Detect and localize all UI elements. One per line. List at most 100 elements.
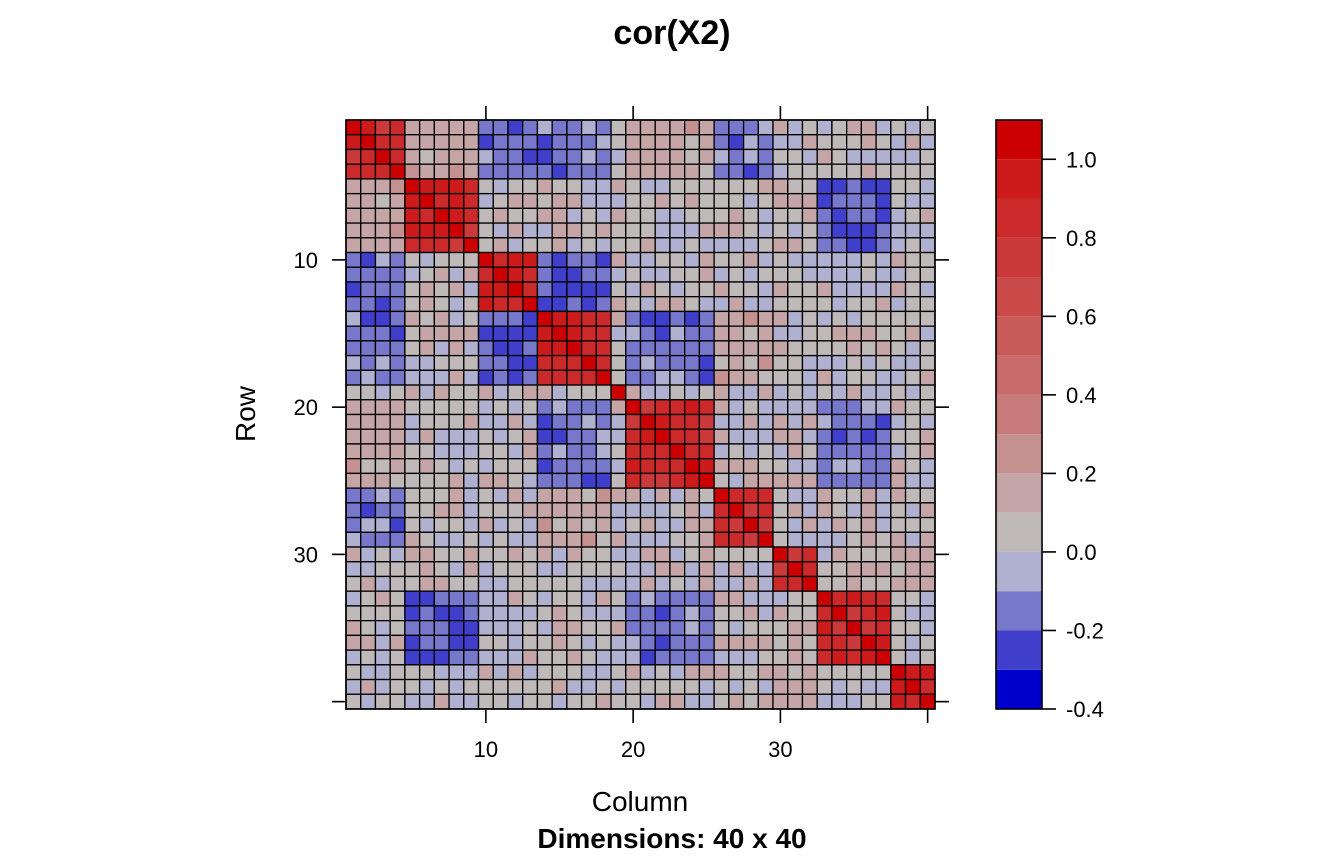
heatmap-cell <box>684 340 701 357</box>
heatmap-cell <box>801 605 818 622</box>
heatmap-cell <box>875 502 892 519</box>
heatmap-cell <box>654 222 671 239</box>
heatmap-cell <box>890 237 907 254</box>
heatmap-cell <box>875 384 892 401</box>
heatmap-cell <box>890 443 907 460</box>
heatmap-cell <box>846 546 863 563</box>
heatmap-cell <box>625 296 642 313</box>
heatmap-cell <box>713 369 730 386</box>
heatmap-cell <box>389 134 406 151</box>
heatmap-cell <box>846 443 863 460</box>
heatmap-cell <box>404 266 421 283</box>
heatmap-cell <box>772 134 789 151</box>
heatmap-cell <box>654 634 671 651</box>
heatmap-cell <box>816 222 833 239</box>
heatmap-cell <box>831 134 848 151</box>
heatmap-cell <box>418 163 436 180</box>
heatmap-cell <box>610 369 627 386</box>
heatmap-cell <box>742 134 759 151</box>
heatmap-cell <box>404 472 421 489</box>
heatmap-cell <box>875 678 892 695</box>
heatmap-cell <box>919 251 936 268</box>
heatmap-cell <box>860 222 877 239</box>
heatmap-cell <box>418 428 436 445</box>
heatmap-cell <box>698 207 715 224</box>
heatmap-cell <box>625 178 642 195</box>
heatmap-cell <box>345 664 362 681</box>
heatmap-cell <box>404 296 421 313</box>
heatmap-cell <box>846 266 863 283</box>
heatmap-cell <box>345 443 362 460</box>
heatmap-cell <box>742 664 759 681</box>
heatmap-cell <box>713 678 730 695</box>
heatmap-cell <box>831 458 848 475</box>
heatmap-cell <box>654 487 671 504</box>
heatmap-cell <box>772 575 789 592</box>
heatmap-cell <box>522 296 539 313</box>
heatmap-cell <box>492 399 509 416</box>
heatmap-cell <box>551 399 568 416</box>
heatmap-cell <box>595 487 612 504</box>
heatmap-cell <box>669 516 686 533</box>
heatmap-cell <box>713 516 730 533</box>
heatmap-cell <box>919 369 936 386</box>
heatmap-cell <box>551 502 568 519</box>
heatmap-cell <box>374 134 391 151</box>
heatmap-cell <box>566 237 583 254</box>
heatmap-cell <box>654 605 671 622</box>
heatmap-cell <box>904 384 921 401</box>
heatmap-cell <box>919 296 936 313</box>
heatmap-cell <box>374 428 391 445</box>
heatmap-cell <box>625 502 642 519</box>
heatmap-cell <box>536 281 553 298</box>
heatmap-cell <box>507 575 524 592</box>
heatmap-cell <box>610 620 627 637</box>
heatmap-cell <box>566 693 583 710</box>
heatmap-cell <box>580 678 597 695</box>
heatmap-cell <box>757 251 774 268</box>
heatmap-cell <box>507 531 524 548</box>
heatmap-cell <box>448 678 465 695</box>
heatmap-cell <box>566 678 583 695</box>
heatmap-cell <box>448 163 465 180</box>
heatmap-cell <box>433 134 450 151</box>
heatmap-cell <box>846 384 863 401</box>
heatmap-cell <box>919 546 936 563</box>
heatmap-cell <box>477 634 494 651</box>
heatmap-cell <box>639 664 656 681</box>
heatmap-cell <box>463 163 480 180</box>
heatmap-cell <box>801 369 818 386</box>
heatmap-cell <box>404 531 421 548</box>
heatmap-cell <box>551 325 568 342</box>
color-key-band <box>996 434 1042 474</box>
heatmap-cell <box>625 649 642 666</box>
heatmap-cell <box>684 384 701 401</box>
heatmap-cell <box>418 354 436 371</box>
heatmap-cell <box>360 134 377 151</box>
heatmap-cell <box>433 281 450 298</box>
heatmap-cell <box>846 192 863 210</box>
heatmap-cell <box>639 296 656 313</box>
heatmap-cell <box>860 413 877 430</box>
heatmap-cell <box>463 693 480 710</box>
heatmap-cell <box>492 281 509 298</box>
heatmap-cell <box>595 678 612 695</box>
heatmap-cell <box>816 207 833 224</box>
heatmap-cell <box>345 178 362 195</box>
heatmap-cell <box>507 678 524 695</box>
heatmap-cell <box>418 266 436 283</box>
heatmap-cell <box>625 561 642 578</box>
heatmap-cell <box>728 178 745 195</box>
heatmap-cell <box>654 649 671 666</box>
heatmap-cell <box>875 310 892 327</box>
heatmap-cell <box>698 369 715 386</box>
heatmap-cell <box>875 458 892 475</box>
heatmap-cell <box>698 119 715 136</box>
heatmap-cell <box>728 428 745 445</box>
heatmap-cell <box>536 340 553 357</box>
heatmap-cell <box>566 472 583 489</box>
heatmap-cell <box>566 354 583 371</box>
heatmap-cell <box>684 693 701 710</box>
heatmap-cell <box>551 251 568 268</box>
heatmap-cell <box>448 472 465 489</box>
